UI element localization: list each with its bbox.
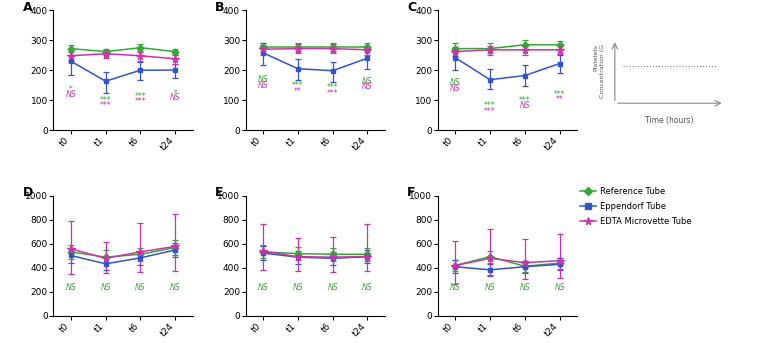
Text: NS: NS — [258, 75, 269, 84]
Text: NS: NS — [66, 283, 76, 292]
Text: NS: NS — [362, 77, 373, 86]
Text: E: E — [215, 186, 224, 199]
Text: NS: NS — [258, 283, 269, 292]
Text: ***: *** — [485, 107, 496, 116]
Text: C: C — [407, 1, 417, 14]
Legend: Reference Tube, Eppendorf Tube, EDTA Microvette Tube: Reference Tube, Eppendorf Tube, EDTA Mic… — [580, 187, 692, 226]
Text: ***: *** — [554, 90, 565, 98]
Text: ***: *** — [100, 96, 111, 105]
Text: NS: NS — [170, 93, 181, 102]
Text: **: ** — [555, 95, 564, 104]
Text: NS: NS — [520, 101, 530, 110]
Text: F: F — [407, 186, 416, 199]
Text: ***: *** — [134, 97, 146, 106]
Text: NS: NS — [485, 283, 495, 292]
Text: **: ** — [294, 86, 301, 96]
Text: ***: *** — [292, 81, 304, 90]
Text: ***: *** — [134, 92, 146, 101]
Text: NS: NS — [450, 283, 461, 292]
Text: NS: NS — [362, 283, 373, 292]
Text: A: A — [23, 1, 32, 14]
Text: Platelets
Concentration (G: Platelets Concentration (G — [594, 44, 604, 98]
Text: *: * — [173, 89, 177, 98]
Text: B: B — [215, 1, 224, 14]
Text: ***: *** — [519, 96, 530, 105]
Text: NS: NS — [258, 81, 269, 90]
Text: NS: NS — [450, 78, 461, 87]
Text: Time (hours): Time (hours) — [645, 117, 694, 126]
Text: NS: NS — [100, 283, 111, 292]
Text: ***: *** — [327, 83, 339, 92]
Text: NS: NS — [520, 283, 530, 292]
Text: ***: *** — [100, 101, 111, 110]
Text: NS: NS — [135, 283, 146, 292]
Text: *: * — [69, 85, 72, 94]
Text: NS: NS — [450, 84, 461, 93]
Text: NS: NS — [66, 90, 76, 99]
Text: ***: *** — [327, 89, 339, 98]
Text: NS: NS — [170, 283, 181, 292]
Text: NS: NS — [292, 283, 303, 292]
Text: D: D — [23, 186, 33, 199]
Text: NS: NS — [555, 283, 565, 292]
Text: NS: NS — [327, 283, 338, 292]
Text: NS: NS — [362, 82, 373, 91]
Text: ***: *** — [485, 101, 496, 110]
